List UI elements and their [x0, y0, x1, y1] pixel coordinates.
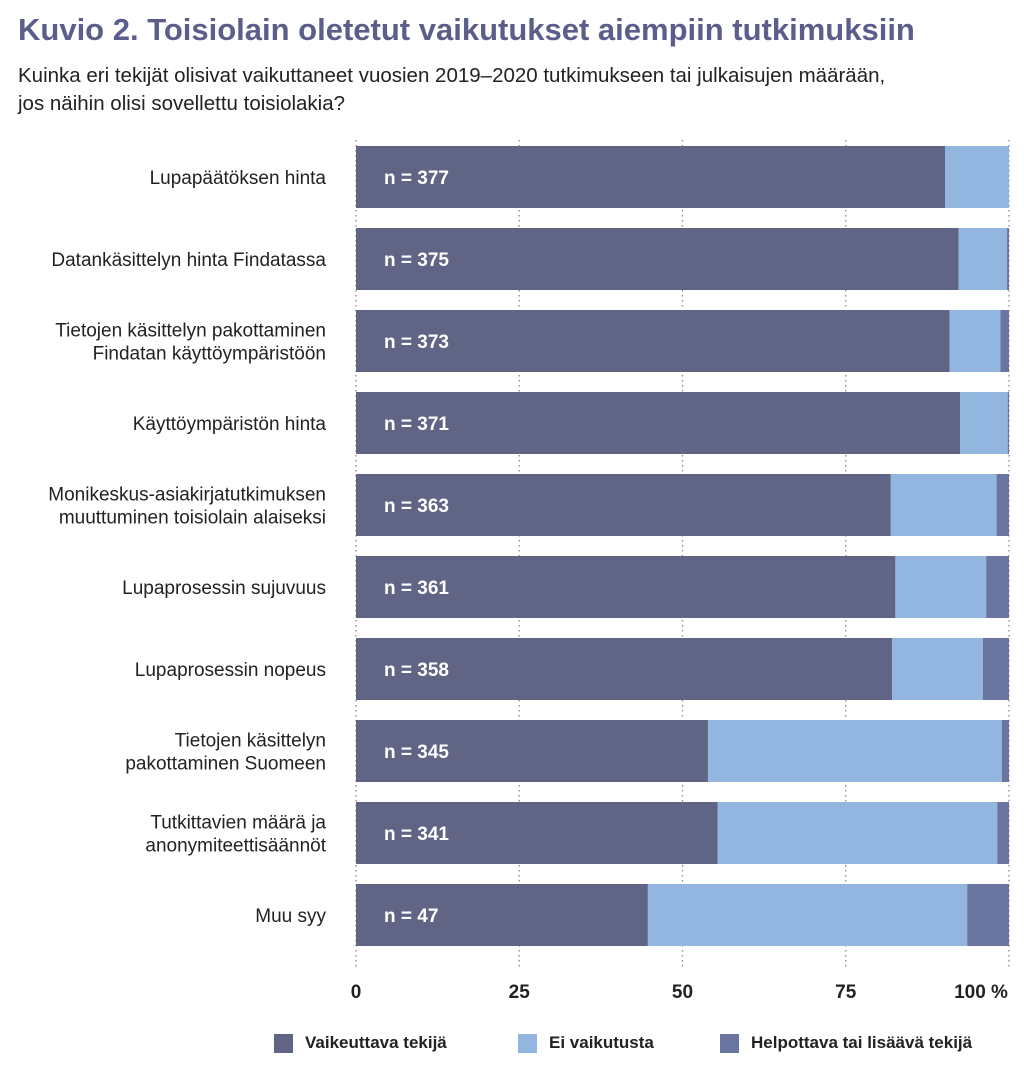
n-label-1: n = 375 — [384, 250, 449, 271]
n-label-0: n = 377 — [384, 168, 449, 189]
bar-helpottava-tai-lis-v-tekij--9 — [967, 884, 1009, 946]
legend-item-helpottava: Helpottava tai lisäävä tekijä — [720, 1033, 972, 1053]
bar-ei-vaikutusta-1 — [958, 228, 1008, 290]
bar-ei-vaikutusta-0 — [945, 146, 1009, 208]
legend-swatch-helpottava — [720, 1033, 739, 1053]
bar-vaikeuttava-tekij--3 — [356, 392, 961, 454]
category-label-0: Lupapäätöksen hinta — [150, 168, 327, 189]
bar-helpottava-tai-lis-v-tekij--3 — [1007, 392, 1009, 454]
n-label-9: n = 47 — [384, 906, 438, 927]
legend-item-vaikeuttava: Vaikeuttava tekijä — [274, 1033, 447, 1053]
bar-vaikeuttava-tekij--4 — [356, 474, 891, 536]
n-label-6: n = 358 — [384, 660, 449, 681]
n-label-2: n = 373 — [384, 332, 449, 353]
bar-vaikeuttava-tekij--9 — [356, 884, 648, 946]
bar-ei-vaikutusta-3 — [960, 392, 1008, 454]
category-label-3: Käyttöympäristön hinta — [133, 414, 327, 435]
category-label-2-line-1: Findatan käyttöympäristöön — [93, 344, 326, 365]
bar-vaikeuttava-tekij--8 — [356, 802, 718, 864]
chart-title: Kuvio 2. Toisiolain oletetut vaikutukset… — [18, 12, 915, 47]
bar-vaikeuttava-tekij--2 — [356, 310, 950, 372]
category-label-6: Lupaprosessin nopeus — [135, 660, 326, 681]
bar-ei-vaikutusta-9 — [647, 884, 968, 946]
legend-label-helpottava: Helpottava tai lisäävä tekijä — [751, 1033, 973, 1052]
bar-ei-vaikutusta-6 — [892, 638, 983, 700]
legend-label-vaikeuttava: Vaikeuttava tekijä — [305, 1033, 447, 1052]
x-tick-label-25: 25 — [509, 982, 531, 1003]
legend-label-ei-vaikutusta: Ei vaikutusta — [549, 1033, 654, 1052]
chart-legend: Vaikeuttava tekijä Ei vaikutusta Helpott… — [0, 1033, 1024, 1063]
bar-helpottava-tai-lis-v-tekij--5 — [986, 556, 1009, 618]
category-label-4-line-1: muuttuminen toisiolain alaiseksi — [59, 508, 326, 529]
n-label-5: n = 361 — [384, 578, 449, 599]
category-label-4-line-0: Monikeskus-asiakirjatutkimuksen — [48, 485, 326, 506]
legend-swatch-vaikeuttava — [274, 1033, 293, 1053]
category-label-7-line-1: pakottaminen Suomeen — [125, 754, 326, 775]
bar-vaikeuttava-tekij--1 — [356, 228, 959, 290]
category-label-8-line-1: anonymiteettisäännöt — [145, 836, 326, 857]
stacked-bar-chart: n = 377 Lupapäätöksen hinta n = 375 Datankä… — [48, 140, 1010, 1003]
n-label-4: n = 363 — [384, 496, 449, 517]
bar-helpottava-tai-lis-v-tekij--8 — [997, 802, 1009, 864]
category-label-2-line-0: Tietojen käsittelyn pakottaminen — [55, 321, 326, 342]
bar-ei-vaikutusta-5 — [895, 556, 987, 618]
bar-ei-vaikutusta-4 — [890, 474, 997, 536]
category-label-8-line-0: Tutkittavien määrä ja — [150, 813, 326, 834]
legend-swatch-ei-vaikutusta — [518, 1033, 537, 1053]
category-label-5: Lupaprosessin sujuvuus — [122, 578, 326, 599]
category-label-1: Datankäsittelyn hinta Findatassa — [51, 250, 326, 271]
n-label-3: n = 371 — [384, 414, 449, 435]
bar-ei-vaikutusta-7 — [707, 720, 1002, 782]
bar-vaikeuttava-tekij--6 — [356, 638, 893, 700]
bar-vaikeuttava-tekij--7 — [356, 720, 708, 782]
bar-helpottava-tai-lis-v-tekij--4 — [996, 474, 1009, 536]
x-tick-label-50: 50 — [672, 982, 693, 1003]
x-tick-label-75: 75 — [835, 982, 857, 1003]
n-label-8: n = 341 — [384, 824, 449, 845]
category-label-7-line-0: Tietojen käsittelyn — [175, 731, 326, 752]
bar-helpottava-tai-lis-v-tekij--7 — [1001, 720, 1009, 782]
chart-subtitle: Kuinka eri tekijät olisivat vaikuttaneet… — [18, 64, 886, 115]
category-label-9: Muu syy — [255, 906, 326, 927]
bar-helpottava-tai-lis-v-tekij--6 — [982, 638, 1009, 700]
legend-item-ei-vaikutusta: Ei vaikutusta — [518, 1033, 654, 1053]
x-tick-label-100: 100 % — [954, 982, 1008, 1003]
bar-helpottava-tai-lis-v-tekij--1 — [1007, 228, 1009, 290]
bar-vaikeuttava-tekij--5 — [356, 556, 896, 618]
bar-ei-vaikutusta-2 — [949, 310, 1001, 372]
n-label-7: n = 345 — [384, 742, 449, 763]
bar-ei-vaikutusta-8 — [717, 802, 998, 864]
bar-helpottava-tai-lis-v-tekij--2 — [1000, 310, 1009, 372]
bar-vaikeuttava-tekij--0 — [356, 146, 946, 208]
x-tick-label-0: 0 — [351, 982, 362, 1003]
